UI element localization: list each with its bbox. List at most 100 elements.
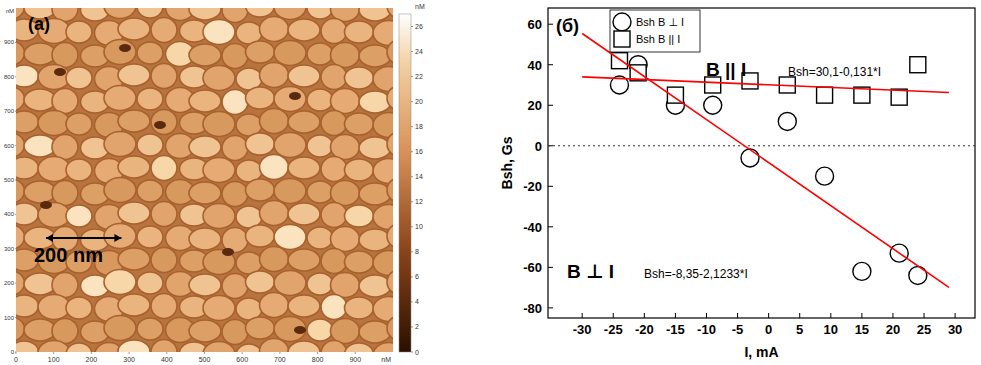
- afm-grain: [359, 91, 391, 113]
- y-tick: [15, 111, 16, 112]
- afm-grain: [307, 43, 333, 65]
- afm-grain: [137, 226, 163, 248]
- afm-grain: [359, 137, 391, 159]
- afm-grain: [274, 225, 306, 250]
- afm-grain: [151, 110, 177, 135]
- afm-grain: [260, 201, 289, 226]
- afm-pit: [289, 92, 301, 100]
- x-tick-label: -15: [666, 322, 685, 337]
- afm-grain: [189, 44, 221, 66]
- afm-grain: [387, 316, 393, 341]
- afm-grain: [16, 41, 25, 66]
- data-point: [704, 96, 722, 114]
- afm-grain: [274, 133, 306, 158]
- x-tick-label: -5: [732, 322, 744, 337]
- y-tick: [15, 145, 16, 146]
- afm-grain: [118, 110, 150, 132]
- afm-grain: [345, 251, 374, 273]
- x-tick-label: 500: [199, 356, 211, 363]
- afm-grain: [307, 319, 333, 341]
- afm-grain: [16, 317, 25, 342]
- colorbar-tick: [411, 276, 413, 277]
- reference-line: [548, 145, 975, 146]
- afm-grain: [16, 87, 25, 112]
- afm-grain: [24, 273, 56, 295]
- afm-grain: [321, 203, 347, 228]
- y-tick: [15, 42, 16, 43]
- afm-grain: [260, 339, 289, 353]
- afm-grain: [118, 248, 150, 270]
- afm-grain: [246, 271, 275, 293]
- x-tick: [706, 313, 707, 318]
- afm-grain: [307, 135, 333, 157]
- afm-grain: [66, 113, 92, 135]
- afm-grain: [260, 293, 289, 318]
- y-tick-label: 400: [4, 211, 15, 217]
- x-tick-label: 200: [86, 356, 98, 363]
- x-tick: [53, 352, 54, 354]
- afm-grain: [307, 89, 333, 111]
- y-tick: [548, 186, 553, 187]
- afm-grain: [373, 297, 393, 322]
- afm-grain: [52, 43, 78, 68]
- afm-grain: [38, 65, 70, 90]
- x-tick-label: -25: [604, 322, 623, 337]
- y-tick-label: -40: [523, 220, 542, 235]
- colorbar-tick: [411, 26, 413, 27]
- colorbar-tick: [411, 51, 413, 52]
- afm-grain: [260, 17, 289, 42]
- colorbar-tick-label: 20: [415, 98, 423, 105]
- x-tick: [91, 352, 92, 354]
- x-tick-label: 0: [14, 356, 18, 363]
- y-tick-label: 600: [4, 143, 15, 149]
- x-tick-label: 900: [349, 356, 361, 363]
- x-tick-label: -10: [697, 322, 716, 337]
- colorbar-tick: [411, 251, 413, 252]
- afm-grain: [260, 63, 289, 88]
- afm-grain: [16, 8, 25, 20]
- afm-grain: [345, 297, 374, 319]
- figure: 0100200300400500600700800900nM0100200300…: [0, 0, 981, 365]
- afm-grain: [16, 271, 25, 296]
- colorbar-tick-label: 18: [415, 123, 423, 130]
- x-tick: [861, 313, 862, 318]
- afm-grain: [274, 87, 306, 112]
- afm-grain: [104, 224, 136, 249]
- y-tick: [15, 76, 16, 77]
- fit-line: [582, 34, 949, 288]
- afm-grain: [345, 21, 374, 43]
- afm-grain: [52, 181, 78, 206]
- colorbar-tick: [411, 176, 413, 177]
- afm-grain: [288, 203, 320, 225]
- y-tick: [15, 283, 16, 284]
- y-tick-label: -60: [523, 260, 542, 275]
- y-tick-label: 500: [4, 177, 15, 183]
- afm-grain: [288, 249, 320, 271]
- y-tick: [15, 352, 16, 353]
- y-tick-label: 300: [4, 246, 15, 252]
- afm-grain: [307, 273, 333, 295]
- colorbar-tick: [411, 326, 413, 327]
- panel-label: (a): [28, 14, 50, 34]
- x-tick-label: 400: [161, 356, 173, 363]
- x-tick: [613, 313, 614, 318]
- x-tick-label: 300: [123, 356, 135, 363]
- x-tick-label: 800: [312, 356, 324, 363]
- y-tick: [548, 64, 553, 65]
- afm-background: [16, 8, 393, 352]
- afm-grain: [345, 205, 374, 227]
- afm-grain: [137, 8, 163, 18]
- afm-grain: [373, 251, 393, 276]
- afm-grain: [151, 340, 177, 353]
- afm-grain: [189, 90, 221, 112]
- legend-box: [610, 10, 700, 52]
- colorbar-tick-label: 6: [415, 273, 419, 280]
- legend-marker: [614, 31, 630, 47]
- afm-grain: [321, 19, 347, 44]
- legend-label: Bsh B || I: [636, 33, 680, 45]
- y-tick: [15, 180, 16, 181]
- afm-grain: [66, 343, 92, 352]
- afm-grain: [321, 111, 347, 136]
- afm-grain: [118, 156, 150, 178]
- colorbar-tick: [411, 301, 413, 302]
